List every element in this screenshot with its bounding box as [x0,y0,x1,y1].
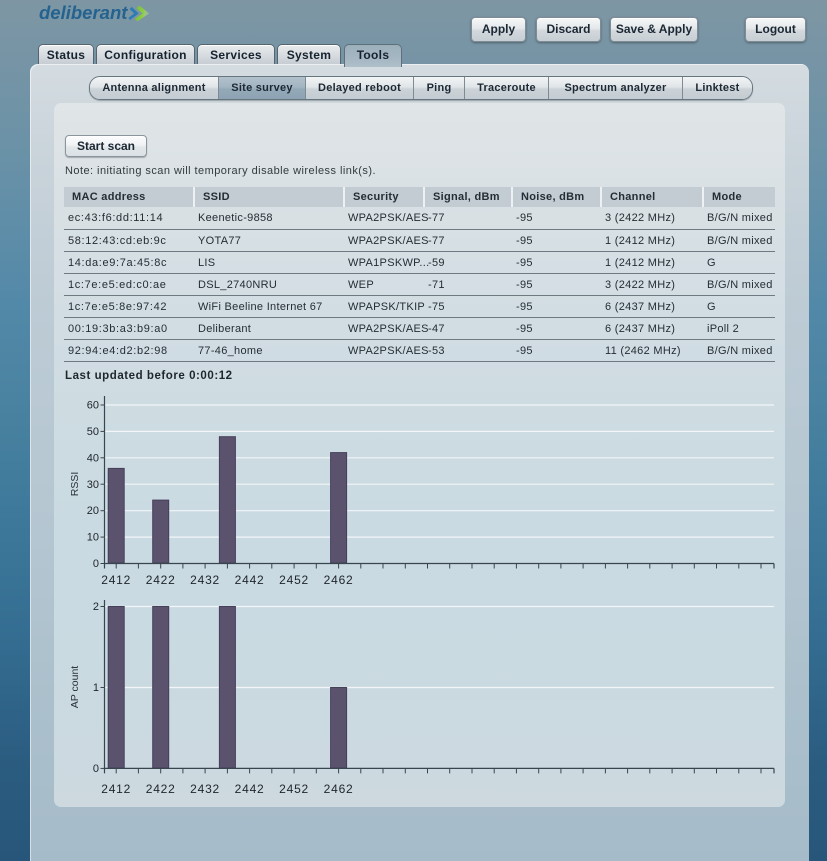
svg-text:2442: 2442 [235,573,265,587]
svg-text:2442: 2442 [235,782,265,796]
svg-text:RSSI: RSSI [69,472,81,497]
svg-text:2: 2 [93,601,99,613]
svg-text:2452: 2452 [279,782,309,796]
svg-text:50: 50 [87,426,99,438]
svg-text:0: 0 [93,558,99,570]
svg-text:2412: 2412 [101,573,131,587]
svg-text:2412: 2412 [101,782,131,796]
svg-text:2422: 2422 [146,573,176,587]
svg-text:2462: 2462 [324,573,354,587]
svg-text:2462: 2462 [324,782,354,796]
svg-text:10: 10 [87,532,99,544]
svg-text:1: 1 [93,682,99,694]
svg-text:20: 20 [87,505,99,517]
svg-text:2432: 2432 [190,782,220,796]
svg-text:2452: 2452 [279,573,309,587]
svg-text:60: 60 [87,400,99,412]
svg-text:30: 30 [87,479,99,491]
svg-text:AP count: AP count [69,666,81,709]
svg-text:2422: 2422 [146,782,176,796]
svg-text:40: 40 [87,452,99,464]
svg-text:2432: 2432 [190,573,220,587]
svg-text:0: 0 [93,763,99,775]
